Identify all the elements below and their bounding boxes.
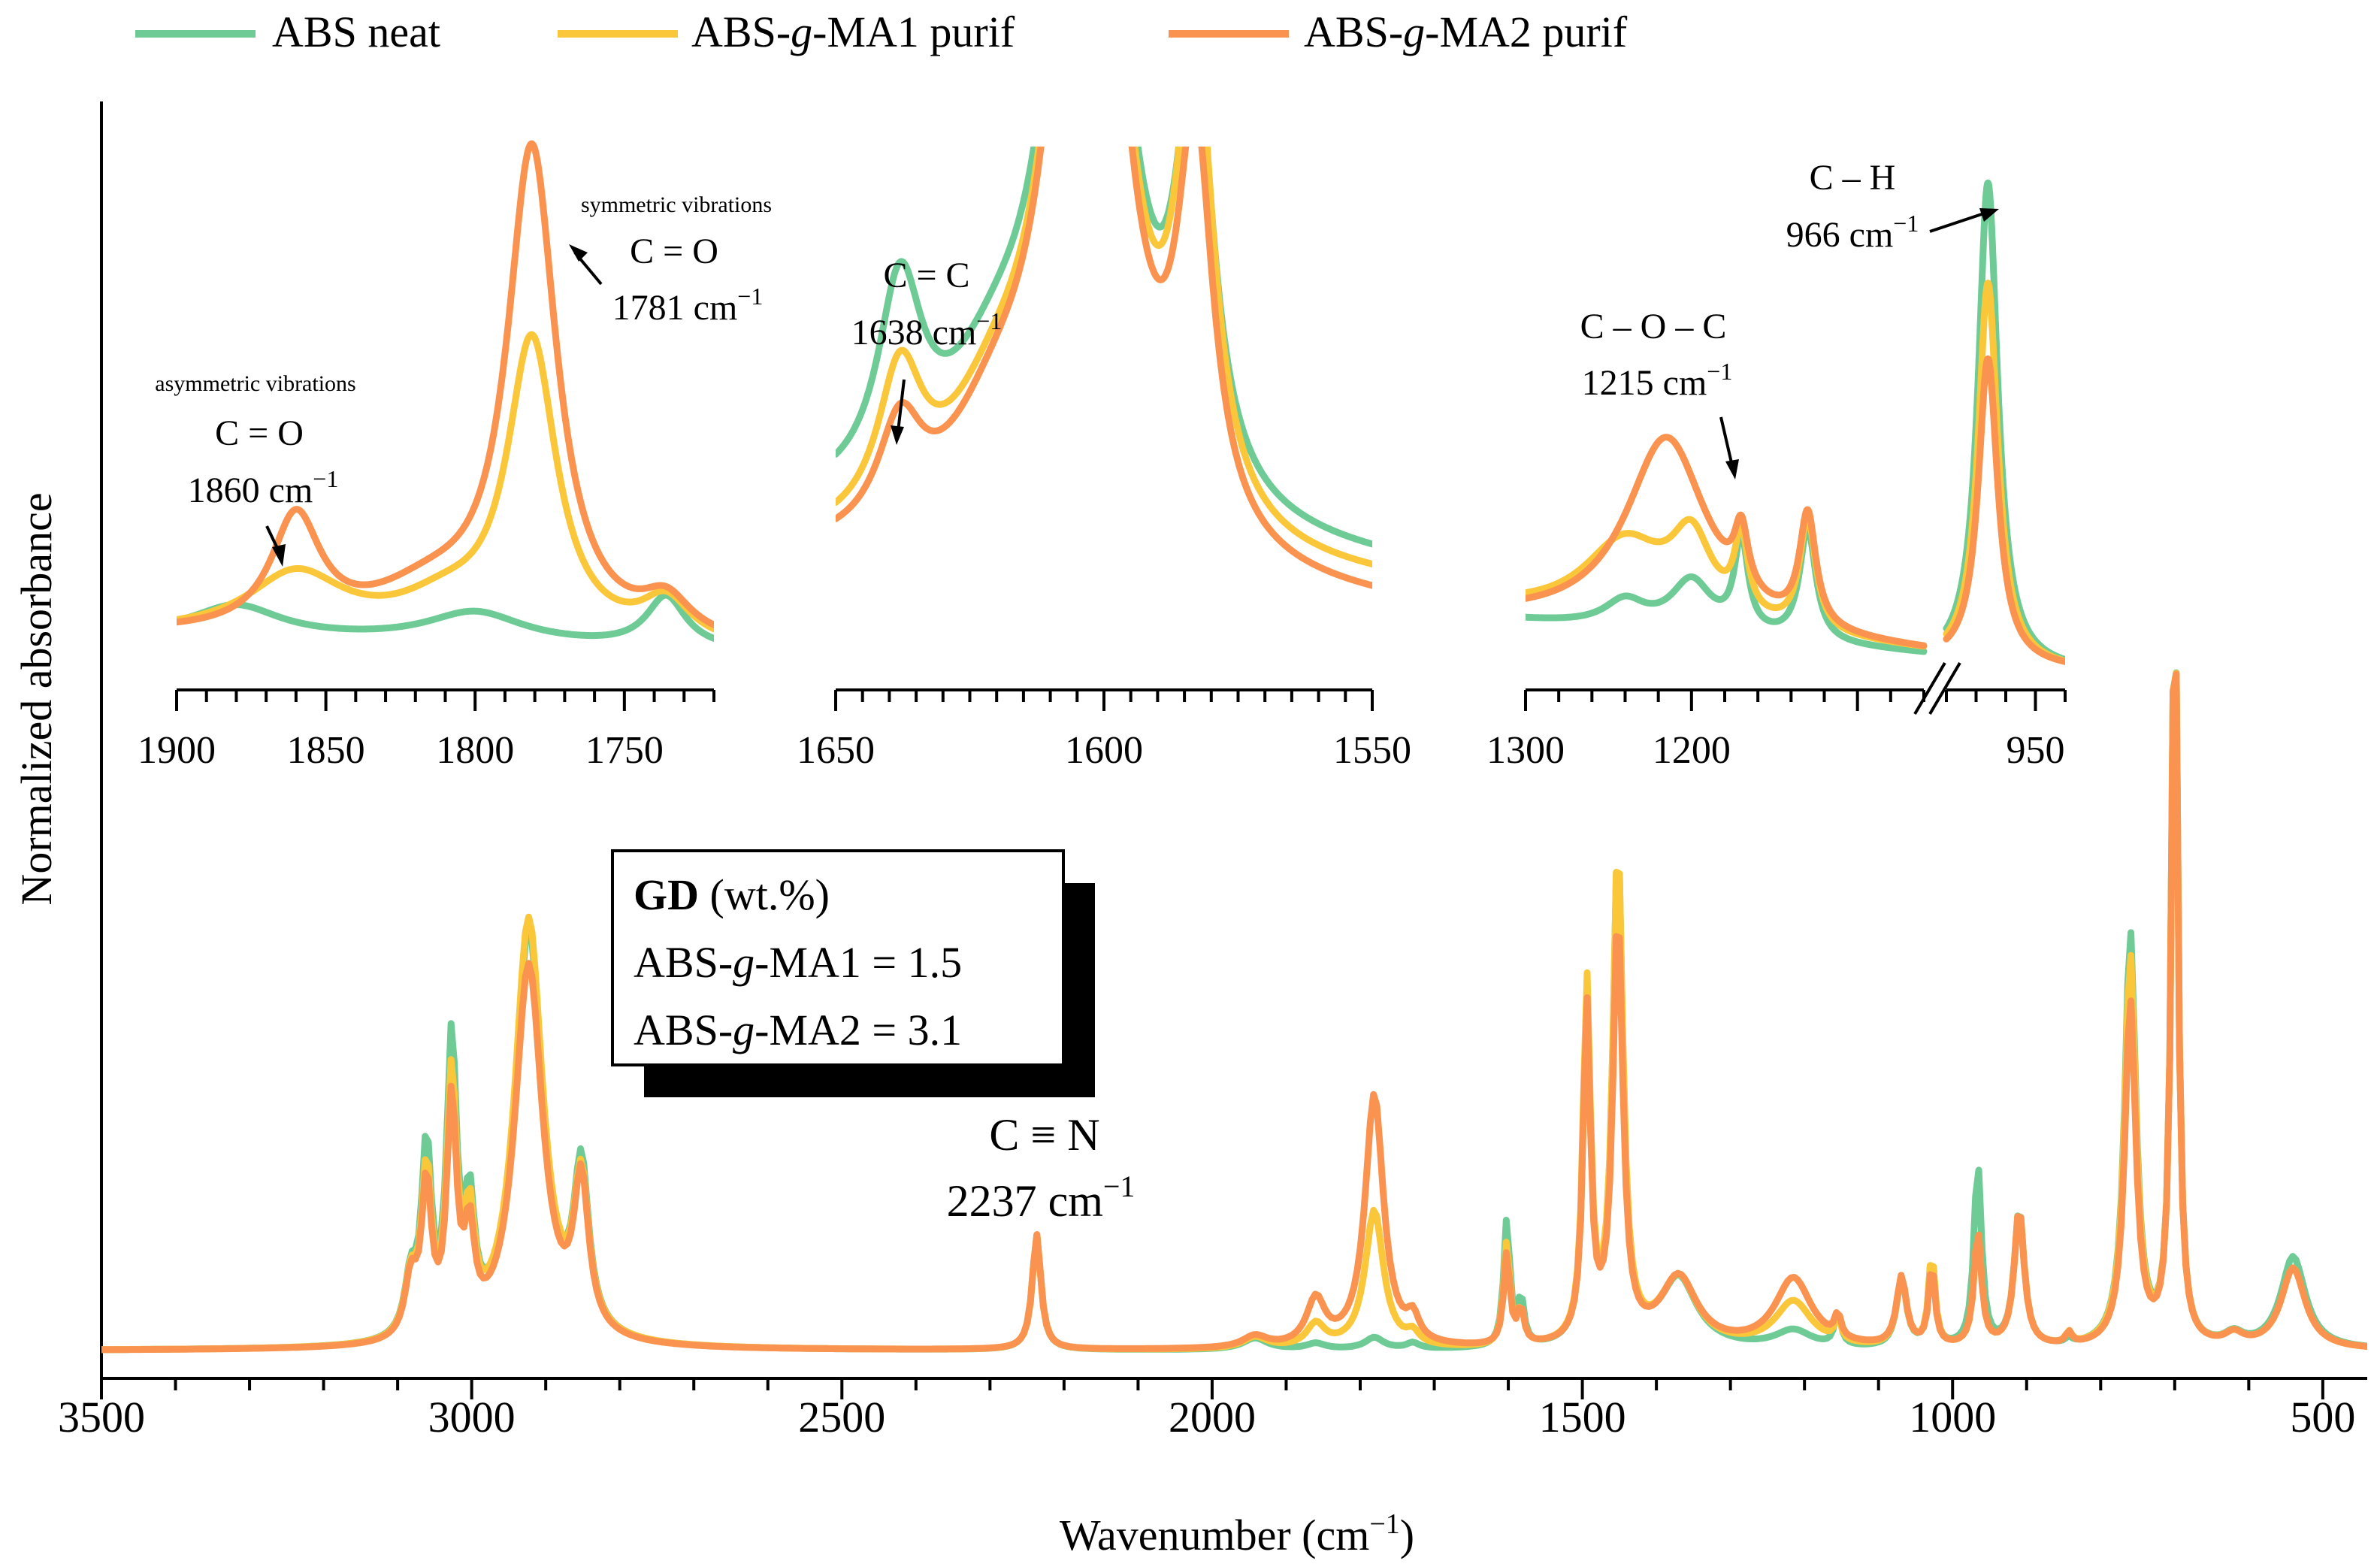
gd-info-box: GD (wt.%) ABS-g-MA1 = 1.5 ABS-g-MA2 = 3.… [611,849,1095,1097]
main-tick-label-3500: 3500 [58,1393,145,1441]
main-tick-label-1500: 1500 [1539,1393,1626,1441]
arrow-asym-icon [265,525,286,567]
legend-label-abs-neat: ABS neat [272,8,440,56]
main-tick-label-2000: 2000 [1169,1393,1256,1441]
asym-value: 1860 cm−1 [188,465,339,510]
inset1-series-abs-g-ma2 [177,140,714,628]
inset2-series-abs-g-ma1 [836,147,1372,567]
inset2-series-abs-g-ma2 [836,147,1372,589]
main-series-abs-g-ma2 [101,670,2367,1354]
annotations: C ≡ N 2237 cm−1 asymmetric vibrations C … [155,158,1999,1226]
axis-break-icon [1913,661,1961,715]
asym-formula: C = O [215,413,304,453]
inset1-tick-label-1800: 1800 [436,729,514,772]
coc-value: 1215 cm−1 [1582,358,1733,403]
arrow-coc-icon [1719,416,1739,479]
inset3-series-abs-g-ma2 [1526,355,2065,665]
inset2-tick-label-1550: 1550 [1333,729,1411,772]
ch-value: 966 cm−1 [1786,210,1919,255]
x-axis-label: Wavenumber (cm−1) [1060,1508,1414,1559]
inset-ticks: 1900 1850 1800 1750 1650 1600 1550 1300 1200 950 [138,690,2067,772]
main-tick-label-2500: 2500 [798,1393,885,1441]
main-tick-label-3000: 3000 [428,1393,516,1441]
inset1-tick-label-1750: 1750 [585,729,664,772]
main-tick-label-500: 500 [2290,1393,2355,1441]
cc-formula: C = C [883,256,969,295]
inset2-series-abs-neat [836,147,1372,548]
arrow-ch-icon [1929,208,1999,233]
main-axes: 3500 3000 2500 2000 1500 1000 500 Normalized a… [12,101,2367,1559]
gd-title: GD (wt.%) [634,870,830,919]
ch-formula: C – H [1810,158,1896,198]
inset1-tick-label-1850: 1850 [287,729,365,772]
sym-title: symmetric vibrations [581,192,772,217]
inset3-tick-label-1300: 1300 [1486,729,1565,772]
inset1-series-abs-neat [177,591,714,642]
coc-formula: C – O – C [1580,307,1727,346]
inset1-tick-label-1900: 1900 [138,729,216,772]
gd-line-ma2: ABS-g-MA2 = 3.1 [634,1006,962,1054]
gd-line-ma1: ABS-g-MA1 = 1.5 [634,938,962,987]
inset2-tick-label-1600: 1600 [1065,729,1143,772]
cn-formula: C ≡ N [989,1110,1099,1160]
y-axis-label: Normalized absorbance [12,492,61,905]
main-tick-label-1000: 1000 [1909,1393,1996,1441]
plot-area [101,140,2367,1354]
inset-axes: 1900 1850 1800 1750 1650 1600 1550 1300 1200 950 [138,661,2067,772]
x-axis-ticks: 3500 3000 2500 2000 1500 1000 500 [58,1378,2355,1441]
legend-label-abs-g-ma2: ABS-g-MA2 purif [1304,8,1628,56]
arrow-sym-icon [569,244,603,286]
cn-value: 2237 cm−1 [947,1169,1136,1226]
cc-value: 1638 cm−1 [851,307,1003,352]
sym-value: 1781 cm−1 [612,283,764,328]
inset2-tick-label-1650: 1650 [797,729,875,772]
inset3-tick-label-950: 950 [2007,729,2065,772]
legend: ABS neat ABS-g-MA1 purif ABS-g-MA2 purif [135,8,1628,56]
legend-label-abs-g-ma1: ABS-g-MA1 purif [691,8,1015,56]
inset1-series-abs-g-ma1 [177,331,714,633]
inset3-tick-label-1200: 1200 [1653,729,1731,772]
asym-title: asymmetric vibrations [155,371,355,396]
arrow-cc-icon [891,379,906,445]
sym-formula: C = O [630,231,718,271]
gd-box-frame [611,849,1065,1066]
